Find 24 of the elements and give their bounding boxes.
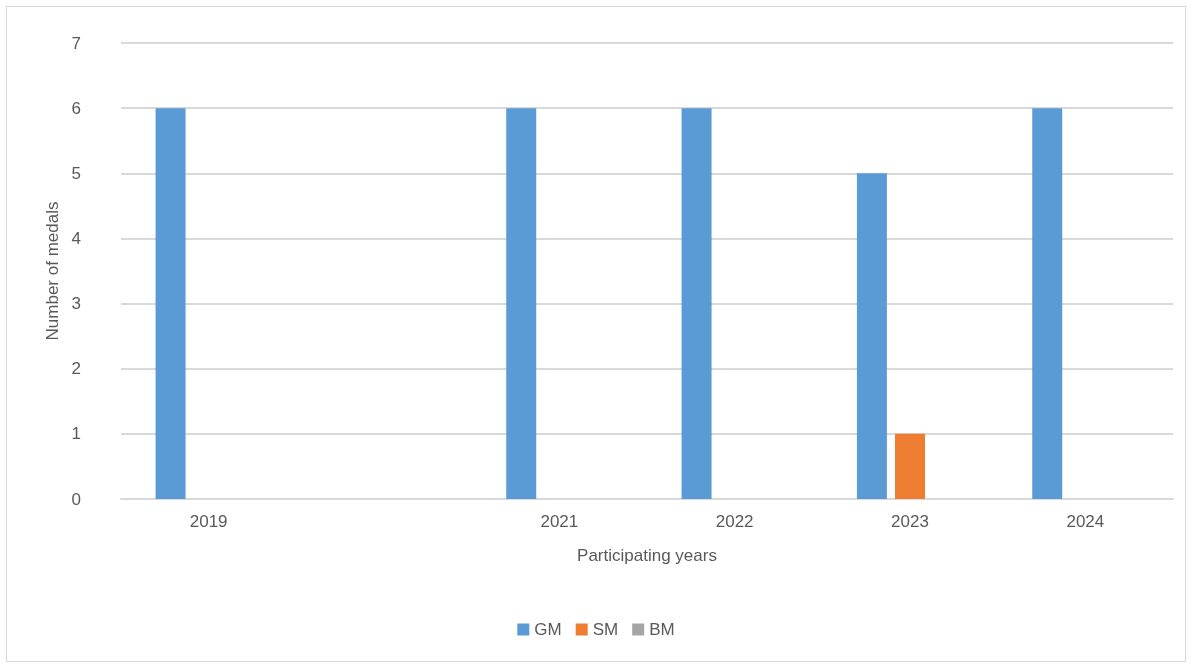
x-tick-label: 2023 [891, 512, 929, 531]
x-axis-title: Participating years [577, 546, 717, 565]
y-tick-label: 0 [71, 489, 81, 509]
y-axis-title: Number of medals [42, 201, 62, 341]
x-tick-label: 2019 [189, 512, 228, 531]
y-tick-label: 6 [71, 98, 81, 118]
legend-label: SM [592, 620, 619, 639]
x-tick-label: 2021 [540, 512, 579, 531]
y-tick-label: 1 [71, 424, 81, 444]
bar [895, 433, 925, 499]
bar [506, 108, 537, 499]
y-tick-label: 3 [71, 294, 81, 314]
legend-label: BM [649, 620, 675, 639]
bar [1032, 108, 1063, 499]
bar [155, 108, 186, 499]
y-tick-label: 5 [71, 163, 81, 183]
x-tick-label: 2024 [1066, 512, 1105, 531]
legend-label: GM [534, 620, 562, 639]
y-tick-label: 2 [71, 359, 81, 379]
x-tick-label: 2022 [715, 512, 754, 531]
y-tick-label: 4 [71, 228, 81, 248]
bar [681, 108, 712, 499]
y-tick-label: 7 [71, 33, 81, 53]
bar [856, 173, 887, 499]
